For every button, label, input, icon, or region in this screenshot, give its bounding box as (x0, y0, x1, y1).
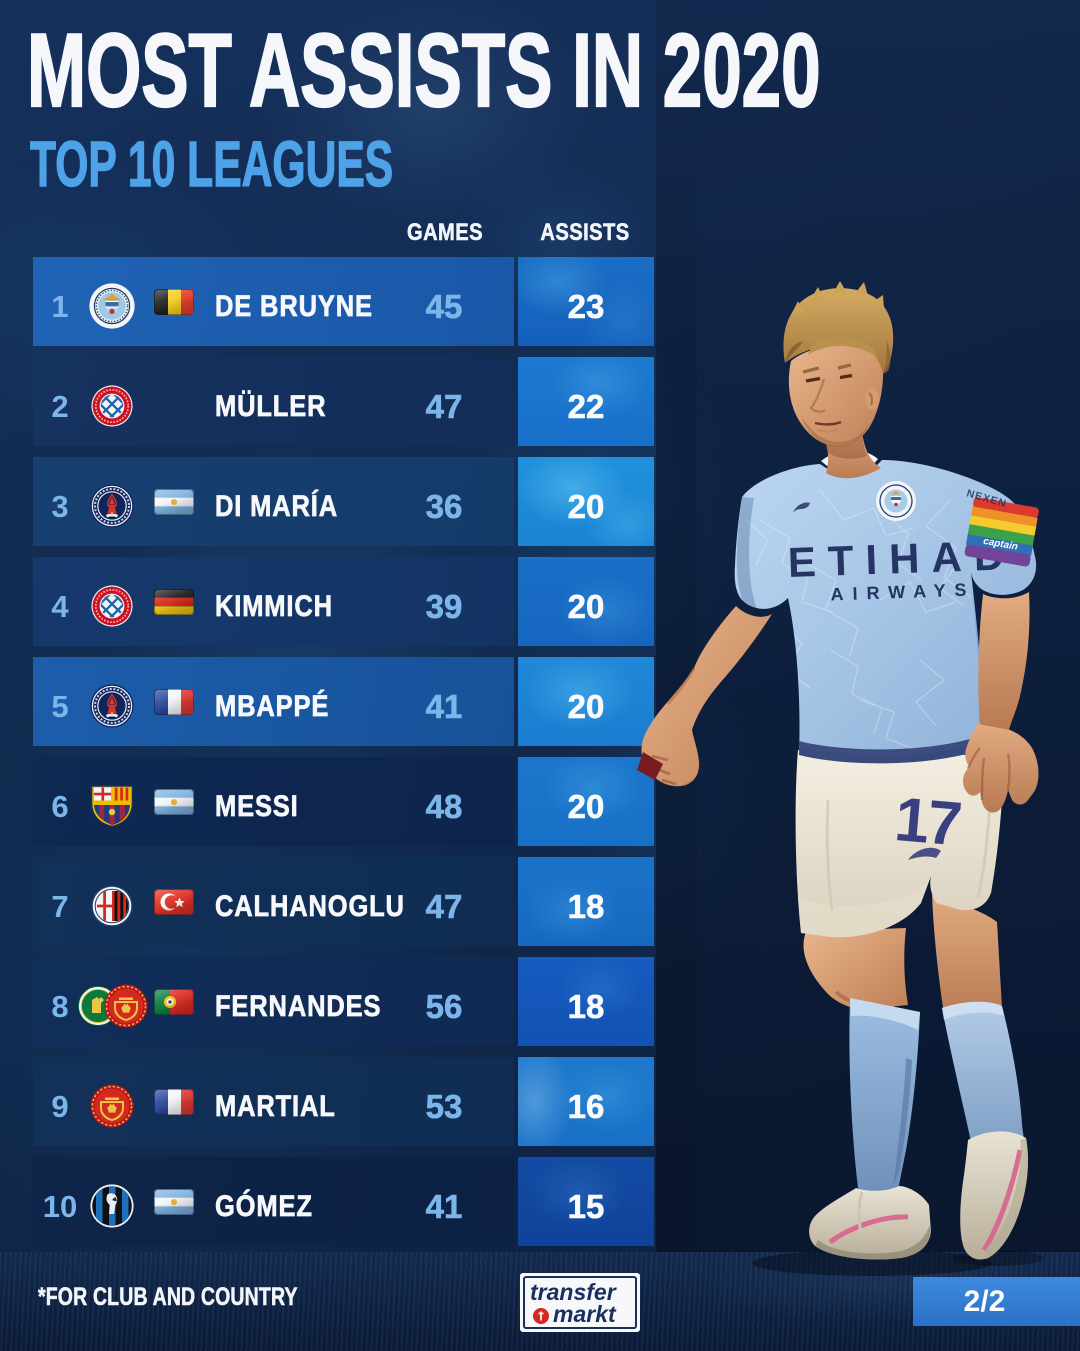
svg-text:transfer: transfer (530, 1279, 617, 1305)
svg-text:17: 17 (892, 785, 963, 859)
svg-text:markt: markt (553, 1301, 617, 1327)
